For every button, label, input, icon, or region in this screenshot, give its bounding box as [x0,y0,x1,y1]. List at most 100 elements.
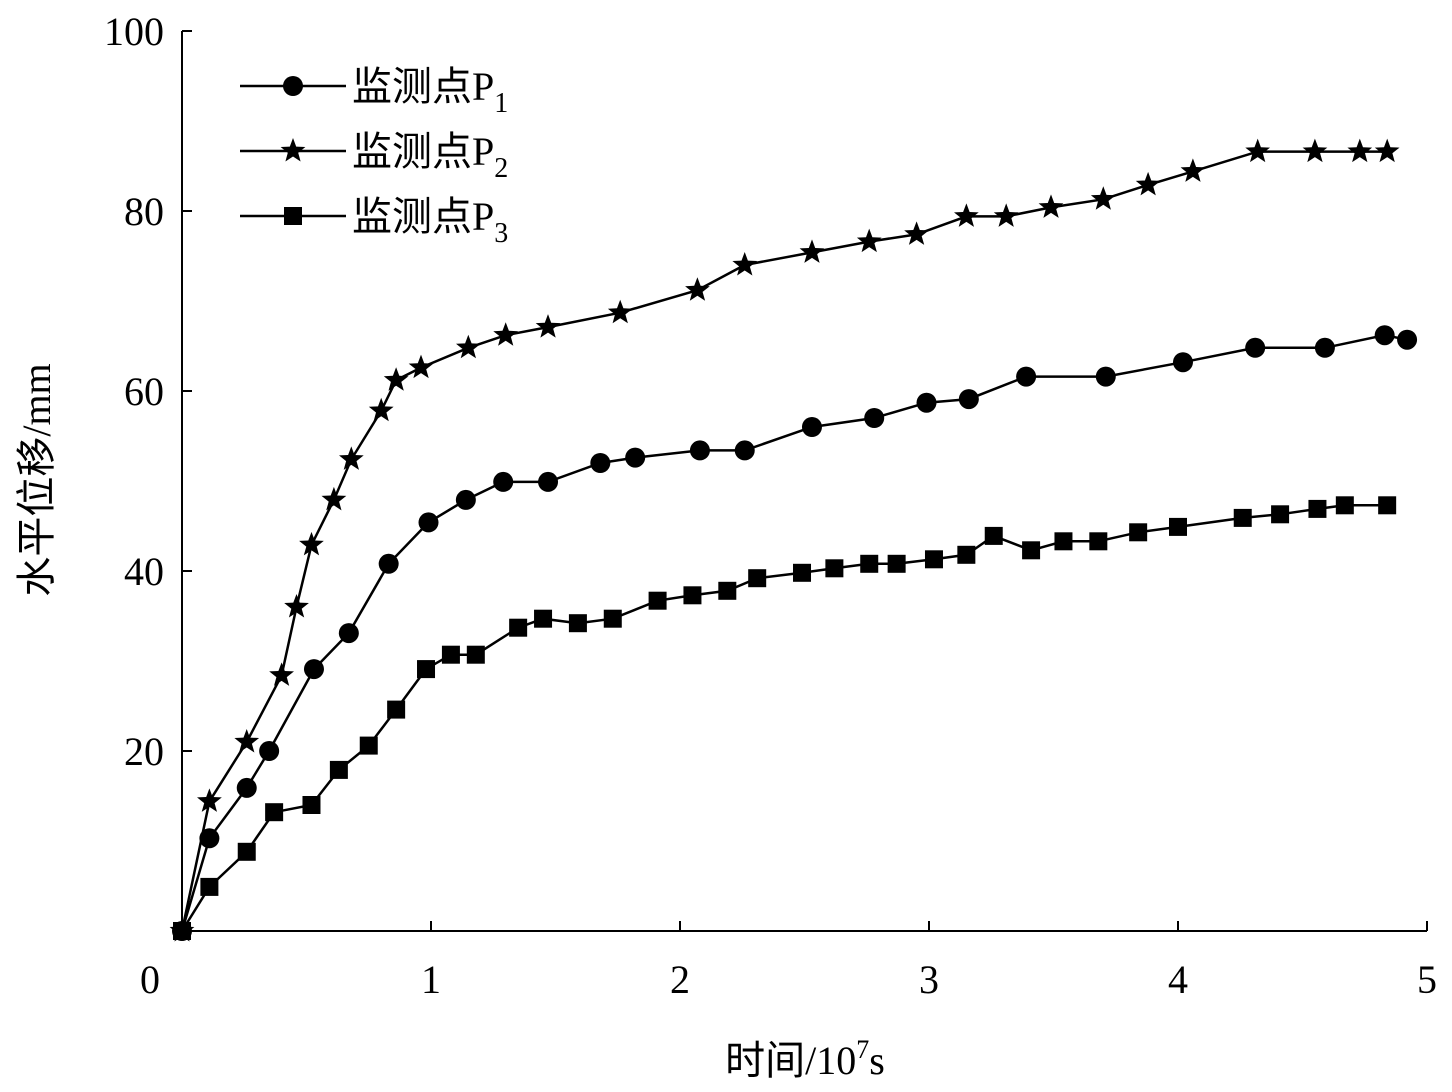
data-point-square [957,545,976,564]
data-point-star [1135,171,1161,196]
data-point-square [718,581,737,600]
data-point-square [1022,541,1041,560]
data-point-star [1347,138,1373,163]
data-point-square [1054,532,1073,551]
data-point-star [856,228,882,253]
data-point-square [237,842,256,861]
legend-label-text: 监测点P [352,129,494,174]
series-group [169,138,1418,942]
legend-item-3: 监测点P3 [240,194,508,249]
data-point-star [799,239,825,263]
series-line [180,150,1388,932]
data-point-square [860,554,879,573]
y-tick-label: 60 [124,369,164,414]
data-point-star [321,486,347,511]
legend-marker-square [284,207,302,225]
series-2 [169,138,1400,942]
data-point-star [197,788,222,812]
data-point-circle [958,389,979,410]
x-tick-label: 0 [140,957,160,1002]
data-point-square [1335,496,1354,515]
data-point-star [1090,186,1116,210]
data-point-square [887,554,906,573]
y-tick-label: 40 [124,549,164,594]
data-point-star [535,314,561,338]
data-point-square [1233,508,1252,527]
x-tick-label: 1 [421,957,441,1002]
y-tick-label: 80 [124,189,164,234]
data-point-circle [1397,329,1418,350]
data-point-square [265,803,284,822]
data-point-square [1308,499,1327,518]
data-point-star [493,322,519,346]
data-point-star [1245,138,1270,163]
data-point-square [603,609,622,628]
data-point-circle [303,659,324,680]
x-tick-label: 2 [670,957,690,1002]
data-point-star [1180,158,1206,182]
legend-label-subscript: 2 [494,153,508,184]
data-point-star [607,299,633,324]
data-point-star [904,221,929,245]
data-point-circle [378,553,399,574]
data-point-square [329,760,348,779]
data-point-square [534,609,553,628]
x-tick-label: 3 [919,957,939,1002]
data-point-circle [1095,366,1116,387]
data-point-circle [493,471,514,492]
x-axis-label: 时间/107s [725,1035,885,1083]
data-point-circle [338,623,359,644]
data-point-square [984,526,1003,545]
data-point-circle [1314,337,1335,358]
data-point-star [954,203,979,227]
data-point-circle [734,440,755,461]
data-point-square [173,922,191,940]
series-line [180,333,1408,932]
data-point-star [299,531,324,556]
data-point-square [1378,496,1397,515]
data-point-square [509,618,528,637]
data-point-circle [1172,352,1193,373]
legend-label: 监测点P3 [352,194,508,249]
data-point-square [748,569,767,588]
data-point-star [1374,138,1400,163]
data-point-square [359,736,378,755]
series-1 [172,325,1418,941]
data-point-circle [455,489,476,510]
x-tick-label: 4 [1168,957,1188,1002]
data-point-square [417,660,436,679]
data-point-square [387,700,406,719]
data-point-circle [1016,366,1037,387]
data-point-star [685,277,710,301]
x-axis-label-main: 时间/10 [725,1038,856,1083]
legend-marker-star [280,138,306,162]
data-point-circle [801,417,822,437]
data-point-circle [1374,325,1395,346]
data-point-circle [236,777,257,798]
data-point-star [456,334,481,359]
legend-label-text: 监测点P [352,64,494,109]
data-point-star [383,367,409,391]
y-tick-label: 100 [104,9,164,54]
y-tick-label: 20 [124,729,164,774]
data-point-circle [916,392,937,413]
data-point-square [441,645,460,664]
data-point-star [269,662,294,686]
data-point-square [825,559,844,578]
data-point-square [200,877,219,896]
data-point-square [924,550,943,569]
data-point-square [568,614,587,633]
data-point-circle [199,828,220,849]
data-point-star [234,729,260,753]
data-point-square [683,586,702,605]
data-point-square [793,563,812,582]
data-point-star [1302,138,1328,163]
data-point-circle [590,453,611,473]
data-point-circle [418,512,439,533]
axes: 0 1 2 3 4 5 20 40 60 80 100 [104,9,1437,1002]
data-point-star [284,594,309,618]
data-point-square [1271,505,1290,524]
data-point-circle [259,741,280,761]
legend-marker-circle [283,76,303,96]
